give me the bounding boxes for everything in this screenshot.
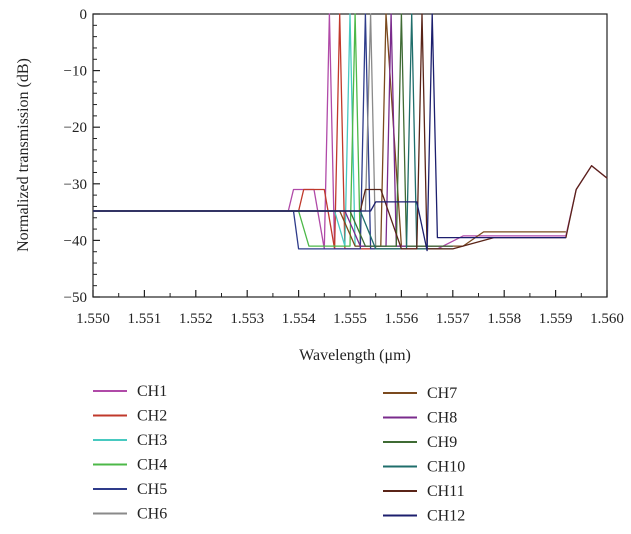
legend-label-ch2: CH2 [137, 408, 167, 425]
x-tick-label: 1.552 [179, 311, 213, 327]
legend-label-ch11: CH11 [427, 483, 465, 500]
x-tick-label: 1.559 [539, 311, 573, 327]
series-line-ch11 [93, 13, 608, 250]
series-line-ch7 [93, 13, 566, 247]
x-tick-label: 1.555 [333, 311, 367, 327]
legend-label-ch10: CH10 [427, 459, 465, 476]
legend-label-ch1: CH1 [137, 383, 167, 400]
y-tick-label: −30 [64, 177, 87, 193]
legend-label-ch4: CH4 [137, 457, 167, 474]
series-line-ch5 [93, 13, 402, 250]
series-line-ch9 [93, 13, 453, 247]
legend-label-ch5: CH5 [137, 481, 167, 498]
axes: 1.550 1.551 1.552 1.553 1.554 1.555 1.556 1.557… [64, 7, 624, 327]
x-tick-label: 1.556 [385, 311, 419, 327]
series-line-ch6 [93, 13, 402, 250]
legend-label-ch6: CH6 [137, 506, 167, 523]
series-line-ch1 [93, 13, 608, 250]
y-tick-label: 0 [80, 7, 88, 23]
legend-label-ch3: CH3 [137, 432, 167, 449]
y-tick-label: −40 [64, 233, 87, 249]
y-tick-label: −50 [64, 290, 87, 306]
plot-frame [92, 13, 608, 298]
x-tick-label: 1.554 [282, 311, 316, 327]
y-axis-label: Normalized transmission (dB) [15, 58, 32, 252]
x-tick-label: 1.558 [487, 311, 521, 327]
legend-label-ch7: CH7 [427, 385, 457, 402]
x-tick-label: 1.560 [590, 311, 624, 327]
x-tick-label: 1.551 [128, 311, 162, 327]
x-tick-label: 1.557 [436, 311, 470, 327]
x-tick-label: 1.553 [230, 311, 264, 327]
legend-label-ch8: CH8 [427, 410, 457, 427]
x-tick-label: 1.550 [76, 311, 110, 327]
series-line-ch12 [93, 13, 566, 252]
y-tick-label: −20 [64, 120, 87, 136]
series-layer [93, 13, 608, 252]
legend-label-ch9: CH9 [427, 434, 457, 451]
x-axis-label: Wavelength (μm) [299, 347, 411, 364]
y-tick-label: −10 [64, 64, 87, 80]
legend-label-ch12: CH12 [427, 508, 465, 525]
legend: CH1 CH2 CH3 CH4 CH5 CH6 CH7 CH8 CH9 CH10 CH11 CH12 [93, 383, 465, 525]
